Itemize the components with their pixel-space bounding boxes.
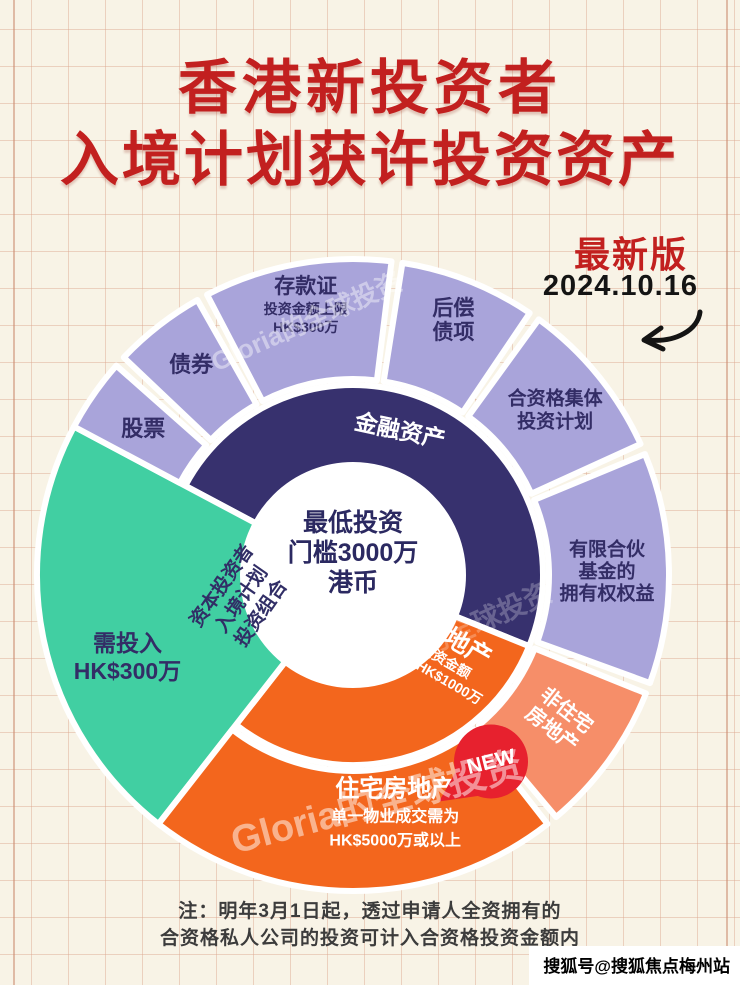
stocks-label: 股票	[121, 416, 165, 441]
segment-bonds	[120, 296, 260, 444]
version-date: 2024.10.16	[542, 270, 698, 302]
footnote-line1: 注：明年3月1日起，透过申请人全资拥有的	[178, 901, 562, 922]
new-badge-tail	[438, 769, 481, 802]
right-edge-line	[726, 0, 728, 985]
segment-subordinated-debt	[380, 259, 533, 416]
footnote-line2: 合资格私人公司的投资可计入合资格投资金额内	[159, 928, 580, 949]
title-line1: 香港新投资者	[177, 55, 562, 121]
residential-label: 住宅房地产单一物业成交需为 HK$5000万或以上	[329, 774, 461, 849]
title-line2: 入境计划获许投资资产	[59, 127, 680, 193]
version-label: 最新版	[573, 234, 688, 275]
certificates-of-deposit-label: 存款证投资金额上限 HK$300万	[264, 274, 348, 335]
donut-center-circle	[240, 462, 466, 688]
segment-collective-investment	[465, 316, 644, 497]
bonds-label: 债券	[169, 352, 214, 377]
footnote: 注：明年3月1日起，透过申请人全资拥有的 合资格私人公司的投资可计入合资格投资金…	[0, 898, 740, 952]
minimum-threshold-label: 最低投资门槛3000万港币	[288, 508, 419, 597]
new-badge: NEW	[438, 724, 528, 802]
left-edge-line	[13, 0, 15, 985]
segment-limited-partnership	[531, 451, 672, 687]
segment-certificates-of-deposit	[204, 256, 395, 405]
segment-residential	[155, 726, 551, 894]
new-badge-circle	[453, 724, 528, 799]
limited-partnership-label: 有限合伙基金的拥有权权益	[559, 538, 654, 605]
credit-watermark: 搜狐号@搜狐焦点梅州站	[529, 946, 740, 985]
segment-stocks	[70, 362, 210, 486]
required-investment-label: 需投入 HK$300万	[74, 630, 181, 684]
hand-drawn-arrow-icon	[641, 309, 703, 352]
segment-non-residential	[475, 645, 649, 821]
subordinated-debt-label: 后偿债项	[432, 296, 474, 344]
collective-investment-label: 合资格集体投资计划	[508, 386, 604, 432]
